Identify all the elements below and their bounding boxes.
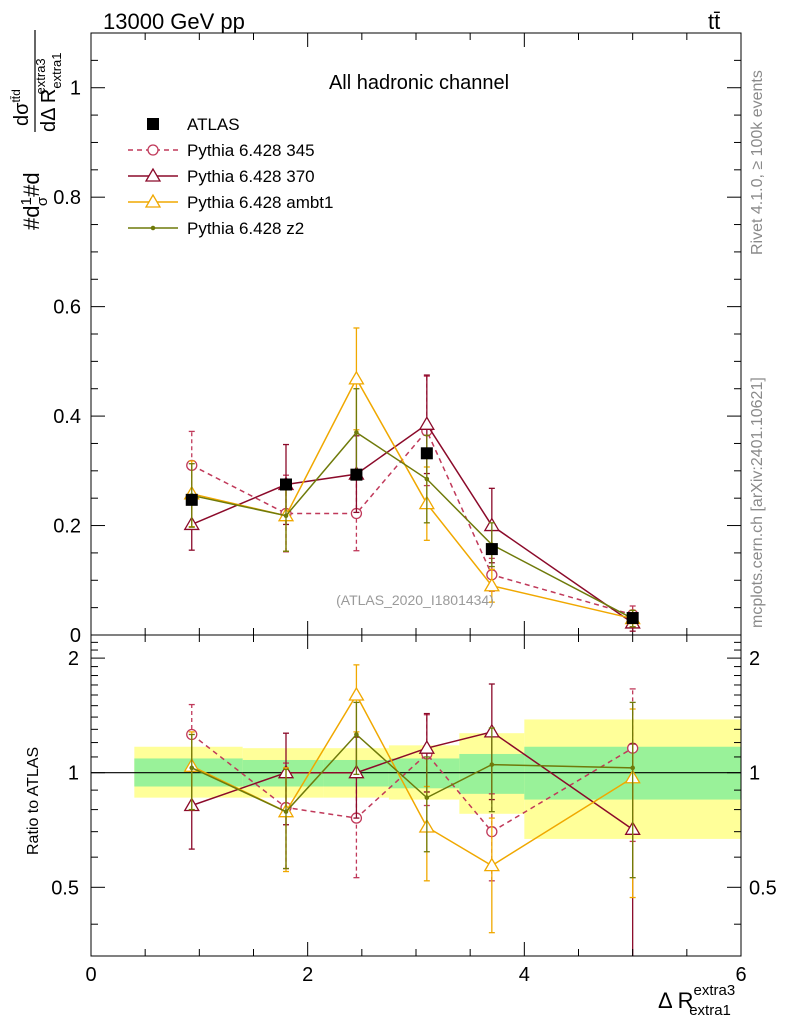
main-ytick-label: 1 <box>70 78 81 100</box>
legend-label: Pythia 6.428 ambt1 <box>187 193 333 212</box>
atlas-point <box>626 612 639 625</box>
ratio-series-line <box>191 733 633 813</box>
ratio-xtick-label: 2 <box>302 964 313 986</box>
ylabel-part-d2: #d <box>19 172 44 196</box>
main-point <box>354 430 359 435</box>
ratio-point <box>189 765 195 771</box>
main-point <box>483 577 500 592</box>
ylabel-part-extra1: extra1 <box>49 52 64 88</box>
rivet-label: Rivet 4.1.0, ≥ 100k events <box>749 70 766 255</box>
atlas-point <box>420 447 433 460</box>
main-series-line <box>191 431 634 620</box>
header-left: 13000 GeV pp <box>103 9 245 34</box>
main-series-2 <box>183 327 641 628</box>
header-right: tt̄ <box>708 9 720 34</box>
legend-marker <box>147 118 159 130</box>
ratio-curves <box>183 664 641 956</box>
legend-marker <box>150 225 156 231</box>
ratio-point <box>354 732 359 737</box>
svg-text:dσtt̄d: dσtt̄d <box>9 89 33 126</box>
ylabel-part-ttd: tt̄d <box>9 89 23 102</box>
ratio-yticks: 0.5 0.5 1 1 2 2 <box>51 641 777 925</box>
main-ytick-label: 0.6 <box>53 297 81 319</box>
atlas-point <box>350 468 363 481</box>
ratio-point <box>418 739 435 754</box>
main-curves <box>183 327 641 632</box>
ylabel-part-extra3: extra3 <box>33 58 48 94</box>
ratio-ytick-label-left: 1 <box>68 763 79 785</box>
main-point <box>283 513 289 518</box>
ylabel-part-sigma: σ <box>34 196 51 206</box>
main-panel: 0 0.2 0.4 0.6 0.8 1 All hadronic channel (ATL… <box>53 32 742 647</box>
atlas-point <box>485 543 498 556</box>
main-point <box>418 416 435 430</box>
main-data <box>185 447 639 625</box>
legend-label: Pythia 6.428 z2 <box>187 219 304 238</box>
ylabel-part-dsigma: dσ <box>11 102 33 126</box>
watermark: (ATLAS_2020_I1801434) <box>336 592 494 608</box>
legend-item: Pythia 6.428 345 <box>128 141 315 160</box>
legend-marker <box>147 144 159 156</box>
ratio-point <box>424 795 430 800</box>
legend-label: ATLAS <box>187 115 240 134</box>
ratio-series-3 <box>188 701 636 879</box>
ratio-ytick-label-right: 2 <box>749 648 760 670</box>
legend-item: ATLAS <box>147 115 240 134</box>
xlabel-part-extra3: extra3 <box>693 982 735 999</box>
ratio-ytick-label-right: 0.5 <box>749 877 777 899</box>
legend: ATLAS Pythia 6.428 345 Pythia 6.428 370 Pyt… <box>128 115 333 238</box>
main-ytick-label: 0.2 <box>53 516 81 538</box>
legend-item: Pythia 6.428 ambt1 <box>128 193 333 212</box>
svg-text:#d1σ#d: #d1σ#d <box>18 172 51 230</box>
ratio-ytick-label-right: 1 <box>749 763 760 785</box>
ratio-ytick-label-left: 2 <box>68 648 79 670</box>
ratio-xtick-label: 6 <box>735 964 746 986</box>
ylabel-part-one: 1 <box>18 197 35 205</box>
ratio-xtick-label: 4 <box>519 964 530 986</box>
main-ytick-label: 0.8 <box>53 187 81 209</box>
legend-item: Pythia 6.428 370 <box>128 167 315 186</box>
ratio-ylabel: Ratio to ATLAS <box>25 747 42 855</box>
ratio-xtick-label: 0 <box>85 964 96 986</box>
legend-marker <box>144 193 162 208</box>
mcplots-label: mcplots.cern.ch [arXiv:2401.10621] <box>749 377 766 628</box>
ratio-point <box>283 809 289 814</box>
main-point <box>348 370 365 385</box>
ratio-xticks: 0 2 4 6 <box>85 635 747 986</box>
ratio-point <box>348 686 365 701</box>
atlas-point <box>280 478 292 491</box>
main-yticks: 0 0.2 0.4 0.6 0.8 1 <box>53 33 742 647</box>
main-ylabel: #d1σ#d dσtt̄d dΔ Rextra1extra3 <box>9 30 64 230</box>
main-ytick-label: 0 <box>70 625 81 647</box>
legend-label: Pythia 6.428 370 <box>187 167 315 186</box>
legend-marker <box>144 167 162 182</box>
ratio-series-line <box>191 733 634 833</box>
ratio-point <box>630 765 635 771</box>
ratio-ytick-label-left: 0.5 <box>51 877 79 899</box>
ratio-point <box>483 857 500 872</box>
svg-text:dΔ Rextra1extra3: dΔ Rextra1extra3 <box>33 52 64 132</box>
main-ytick-label: 0.4 <box>53 406 81 428</box>
main-point <box>424 476 430 482</box>
ylabel-part-d1: #d <box>19 206 44 230</box>
main-series-line <box>191 423 634 624</box>
main-series-line <box>191 429 633 616</box>
chart-title: All hadronic channel <box>329 72 509 94</box>
xlabel-part-dr: Δ R <box>658 988 693 1013</box>
ratio-panel: 0.5 0.5 1 1 2 2 0 2 4 6 Ratio to ATLAS <box>25 634 777 986</box>
atlas-point <box>185 493 198 506</box>
ratio-point <box>489 762 495 767</box>
legend-item: Pythia 6.428 z2 <box>128 219 304 238</box>
legend-label: Pythia 6.428 345 <box>187 141 315 160</box>
ylabel-part-dr: dΔ R <box>38 89 60 132</box>
xlabel-part-extra1: extra1 <box>689 1002 731 1019</box>
